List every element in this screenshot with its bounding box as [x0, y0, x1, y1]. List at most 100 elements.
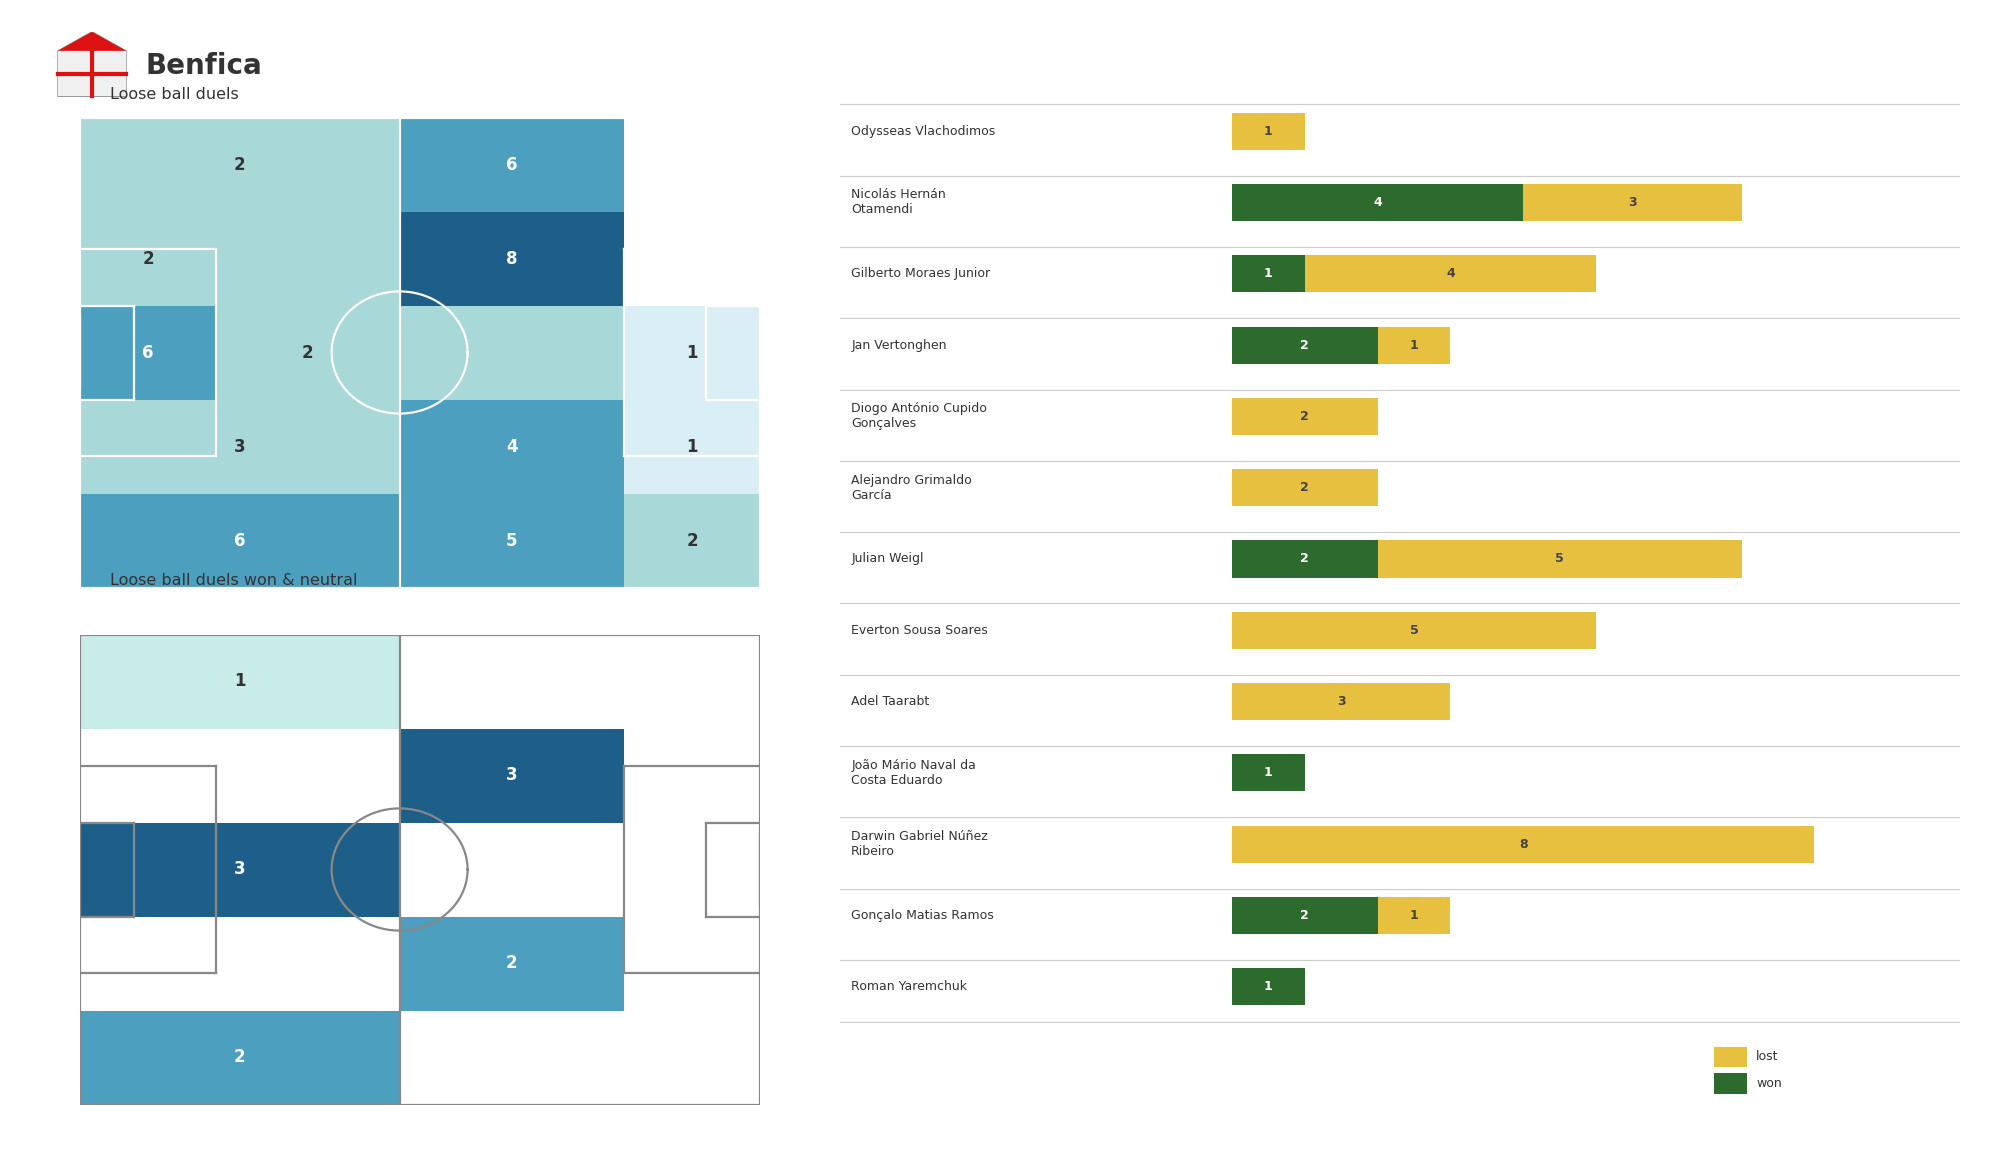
Bar — [400, 400, 624, 494]
Text: 2: 2 — [234, 1048, 246, 1067]
Text: Gilberto Moraes Junior: Gilberto Moraes Junior — [852, 267, 990, 280]
Text: 5: 5 — [1556, 552, 1564, 565]
Bar — [216, 212, 400, 306]
Bar — [400, 634, 760, 728]
Bar — [624, 916, 760, 1010]
Bar — [1232, 183, 1524, 221]
Text: 2: 2 — [1300, 482, 1310, 495]
Bar — [80, 822, 400, 917]
Bar — [80, 494, 400, 588]
Text: 2: 2 — [1300, 410, 1310, 423]
Bar — [1524, 183, 1742, 221]
Bar — [1232, 255, 1304, 293]
Text: 2: 2 — [302, 343, 314, 362]
Text: Odysseas Vlachodimos: Odysseas Vlachodimos — [852, 125, 996, 137]
Text: 4: 4 — [1446, 267, 1454, 280]
Text: 3: 3 — [1628, 196, 1636, 209]
Text: 6: 6 — [142, 343, 154, 362]
Text: 6: 6 — [234, 531, 246, 550]
Text: 2: 2 — [234, 155, 246, 174]
Bar — [80, 916, 400, 1010]
Text: 1: 1 — [1264, 766, 1272, 779]
Text: 2: 2 — [142, 249, 154, 268]
Bar — [80, 118, 400, 212]
Text: 1: 1 — [234, 672, 246, 691]
Text: 6: 6 — [506, 155, 518, 174]
Text: lost: lost — [1756, 1050, 1778, 1063]
Text: won: won — [1756, 1077, 1782, 1090]
Bar — [80, 400, 400, 494]
Bar — [1232, 897, 1378, 934]
Text: Benfica: Benfica — [146, 52, 262, 80]
Text: 3: 3 — [506, 766, 518, 785]
Text: Alejandro Grimaldo
García: Alejandro Grimaldo García — [852, 474, 972, 502]
Text: João Mário Naval da
Costa Eduardo: João Mário Naval da Costa Eduardo — [852, 759, 976, 787]
Text: 5: 5 — [1410, 624, 1418, 637]
Bar — [400, 494, 624, 588]
Text: 3: 3 — [234, 860, 246, 879]
Bar — [1232, 968, 1304, 1006]
Text: 1: 1 — [1264, 267, 1272, 280]
Text: Diogo António Cupido
Gonçalves: Diogo António Cupido Gonçalves — [852, 402, 988, 430]
Bar — [1714, 1047, 1748, 1067]
Text: Darwin Gabriel Núñez
Ribeiro: Darwin Gabriel Núñez Ribeiro — [852, 831, 988, 858]
Bar — [400, 822, 760, 917]
Bar — [1232, 683, 1450, 720]
Bar — [760, 834, 780, 905]
Bar — [624, 400, 760, 494]
Text: 5: 5 — [506, 531, 518, 550]
Bar — [1232, 754, 1304, 792]
Bar — [1304, 255, 1596, 293]
Bar — [1232, 826, 1814, 862]
Text: 1: 1 — [1264, 125, 1272, 137]
Bar — [1232, 469, 1378, 506]
Bar — [400, 728, 624, 822]
Text: 2: 2 — [506, 954, 518, 973]
Text: 4: 4 — [1374, 196, 1382, 209]
Bar — [400, 916, 624, 1010]
Text: 1: 1 — [686, 437, 698, 456]
Text: Julian Weigl: Julian Weigl — [852, 552, 924, 565]
Bar — [80, 1010, 400, 1104]
Bar — [80, 728, 400, 822]
Text: 1: 1 — [1264, 980, 1272, 993]
Text: 2: 2 — [1300, 909, 1310, 922]
Bar — [400, 1010, 760, 1104]
Text: 8: 8 — [506, 249, 518, 268]
Text: 4: 4 — [506, 437, 518, 456]
Text: 1: 1 — [686, 343, 698, 362]
Bar — [58, 51, 126, 96]
Bar — [1378, 540, 1742, 578]
Bar — [1232, 113, 1304, 149]
Bar — [400, 212, 624, 306]
Bar — [60, 834, 80, 905]
Text: Nicolás Hernán
Otamendi: Nicolás Hernán Otamendi — [852, 188, 946, 216]
Polygon shape — [58, 32, 126, 96]
Bar — [216, 306, 400, 400]
Bar — [624, 306, 760, 400]
Bar — [1232, 327, 1378, 363]
Text: Loose ball duels won & neutral: Loose ball duels won & neutral — [110, 573, 358, 589]
Bar — [80, 212, 216, 306]
Text: 3: 3 — [234, 437, 246, 456]
Bar — [80, 306, 216, 400]
Bar — [624, 118, 760, 212]
Text: Gonçalo Matias Ramos: Gonçalo Matias Ramos — [852, 909, 994, 922]
Bar — [1232, 540, 1378, 578]
Bar — [1378, 327, 1450, 363]
Text: 8: 8 — [1518, 838, 1528, 851]
Text: 1: 1 — [1410, 338, 1418, 351]
Text: 3: 3 — [1336, 696, 1346, 709]
Text: 1: 1 — [1410, 909, 1418, 922]
Bar — [624, 212, 760, 306]
Text: Loose ball duels: Loose ball duels — [110, 87, 238, 102]
Text: 2: 2 — [1300, 552, 1310, 565]
Bar — [80, 634, 400, 728]
Text: Adel Taarabt: Adel Taarabt — [852, 696, 930, 709]
Bar — [1714, 1074, 1748, 1094]
Text: 2: 2 — [686, 531, 698, 550]
Bar — [1232, 612, 1596, 649]
Bar — [400, 306, 624, 400]
Bar — [1378, 897, 1450, 934]
Text: Roman Yaremchuk: Roman Yaremchuk — [852, 980, 968, 993]
